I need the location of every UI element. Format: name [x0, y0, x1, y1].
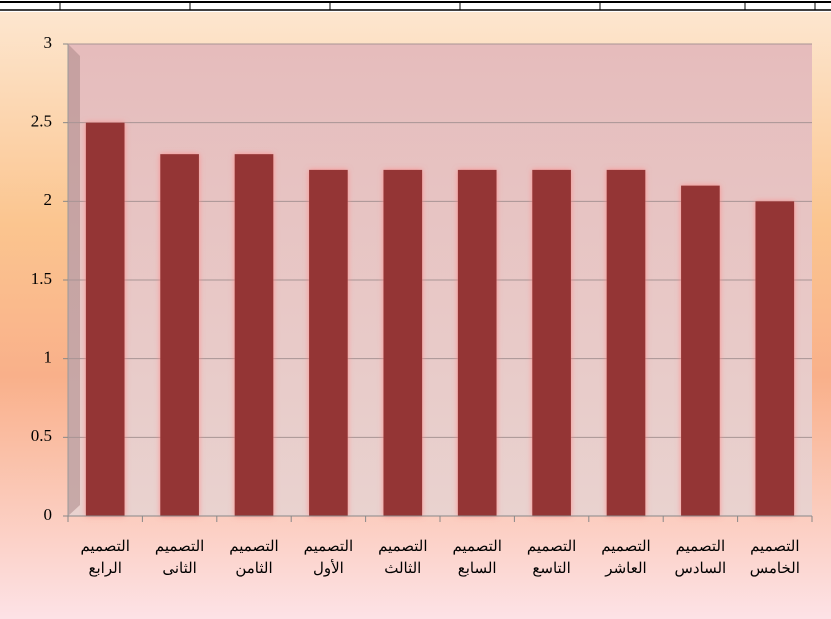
x-tick-label: التصميم العاشر: [601, 539, 651, 577]
bar: [309, 169, 348, 516]
y-tick-label: 2.5: [31, 112, 52, 131]
y-tick-label: 0: [44, 505, 53, 524]
x-tick-label: التصميم الثالث: [378, 539, 428, 577]
y-tick-label: 0.5: [31, 426, 52, 445]
bar: [606, 169, 646, 516]
table-separators: [59, 2, 816, 10]
x-tick-label: التصميم الثامن: [229, 539, 279, 577]
x-tick-label: التصميم الخامس: [749, 539, 800, 577]
bar: [681, 185, 720, 516]
bar: [383, 169, 423, 516]
x-tick-label: التصميم التاسع: [526, 539, 577, 577]
bar: [532, 169, 571, 516]
bar: [234, 154, 274, 516]
y-tick-label: 3: [44, 33, 53, 52]
x-tick-label: التصميم الأول: [303, 539, 354, 577]
bar: [755, 201, 795, 517]
bar: [85, 122, 125, 517]
x-tick-label: التصميم الثانى: [154, 539, 205, 577]
y-tick-label: 1: [44, 348, 53, 367]
y-tick-label: 2: [44, 190, 53, 209]
x-tick-label: التصميم السادس: [674, 539, 727, 577]
bar: [457, 169, 497, 516]
bar: [160, 154, 199, 516]
x-tick-label: التصميم الرابع: [80, 539, 130, 577]
x-tick-label: التصميم السابع: [452, 539, 502, 577]
y-tick-label: 1.5: [31, 269, 52, 288]
